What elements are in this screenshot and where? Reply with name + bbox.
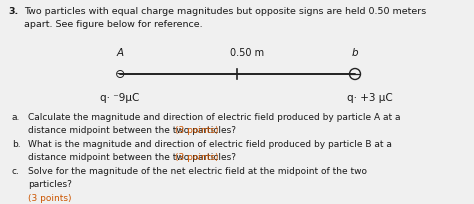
Text: apart. See figure below for reference.: apart. See figure below for reference. [24,20,202,29]
Text: Two particles with equal charge magnitudes but opposite signs are held 0.50 mete: Two particles with equal charge magnitud… [24,7,426,16]
Text: b: b [352,48,358,58]
Text: (3 points): (3 points) [28,193,72,202]
Text: Solve for the magnitude of the net electric field at the midpoint of the two: Solve for the magnitude of the net elect… [28,166,367,175]
Text: q· ⁻9μC: q· ⁻9μC [100,93,140,102]
Text: 0.50 m: 0.50 m [230,48,264,58]
Text: 3.: 3. [8,7,18,16]
Text: What is the magnitude and direction of electric field produced by particle B at : What is the magnitude and direction of e… [28,139,392,148]
Text: distance midpoint between the two particles?: distance midpoint between the two partic… [28,153,236,162]
Text: ⊖: ⊖ [115,68,125,81]
Text: distance midpoint between the two particles?: distance midpoint between the two partic… [28,126,236,135]
Text: a.: a. [12,112,20,121]
Text: A: A [117,48,124,58]
Text: q· +3 μC: q· +3 μC [347,93,393,102]
Text: particles?: particles? [28,180,72,188]
Text: (3 points): (3 points) [175,153,219,162]
Text: b.: b. [12,139,21,148]
Text: Calculate the magnitude and direction of electric field produced by particle A a: Calculate the magnitude and direction of… [28,112,401,121]
Text: c.: c. [12,166,20,175]
Text: (3 points): (3 points) [175,126,219,135]
